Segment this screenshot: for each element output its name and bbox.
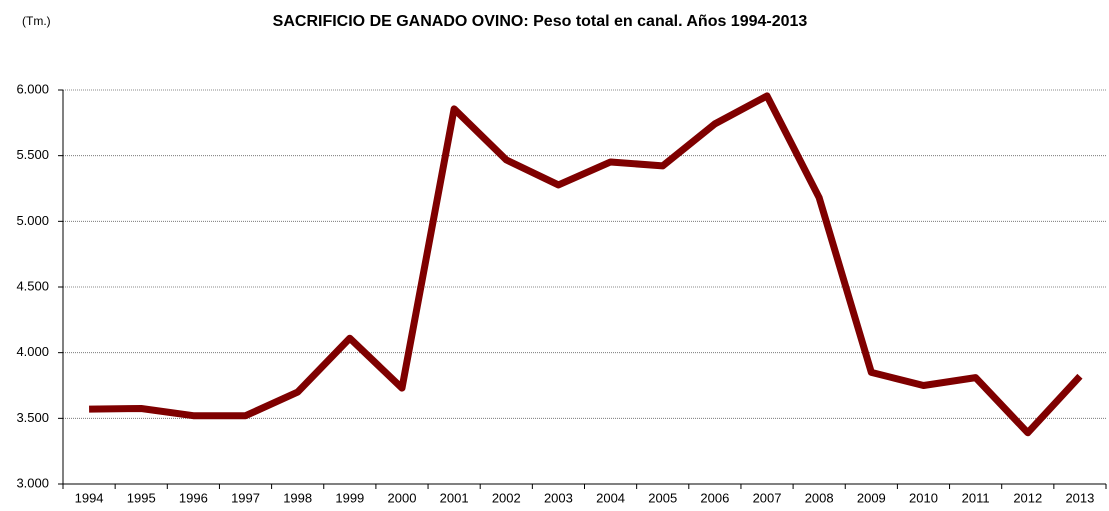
x-tick-label: 1999 bbox=[335, 490, 364, 505]
x-tick-label: 2006 bbox=[700, 490, 729, 505]
y-tick-label: 5.500 bbox=[16, 147, 49, 162]
x-tick-label: 2004 bbox=[596, 490, 625, 505]
unit-label: (Tm.) bbox=[22, 14, 51, 28]
y-tick-label: 3.000 bbox=[16, 475, 49, 490]
x-tick-label: 2002 bbox=[492, 490, 521, 505]
x-tick-label: 2000 bbox=[388, 490, 417, 505]
x-tick-label: 2005 bbox=[648, 490, 677, 505]
x-tick-label: 2010 bbox=[909, 490, 938, 505]
x-tick-label: 1998 bbox=[283, 490, 312, 505]
x-tick-label: 2012 bbox=[1013, 490, 1042, 505]
x-tick-label: 2009 bbox=[857, 490, 886, 505]
x-tick-label: 1994 bbox=[75, 490, 104, 505]
x-tick-label: 2008 bbox=[805, 490, 834, 505]
x-tick-label: 2003 bbox=[544, 490, 573, 505]
y-tick-label: 6.000 bbox=[16, 81, 49, 96]
x-tick-label: 2007 bbox=[753, 490, 782, 505]
y-tick-label: 3.500 bbox=[16, 410, 49, 425]
y-tick-label: 4.000 bbox=[16, 344, 49, 359]
x-tick-label: 1995 bbox=[127, 490, 156, 505]
chart-title: SACRIFICIO DE GANADO OVINO: Peso total e… bbox=[273, 13, 808, 30]
x-tick-label: 2001 bbox=[440, 490, 469, 505]
y-tick-label: 5.000 bbox=[16, 213, 49, 228]
y-tick-label: 4.500 bbox=[16, 278, 49, 293]
x-tick-label: 2011 bbox=[962, 490, 990, 505]
series-line bbox=[89, 92, 1083, 437]
x-tick-label: 1997 bbox=[231, 490, 260, 505]
x-tick-label: 1996 bbox=[179, 490, 208, 505]
x-tick-label: 2013 bbox=[1065, 490, 1094, 505]
